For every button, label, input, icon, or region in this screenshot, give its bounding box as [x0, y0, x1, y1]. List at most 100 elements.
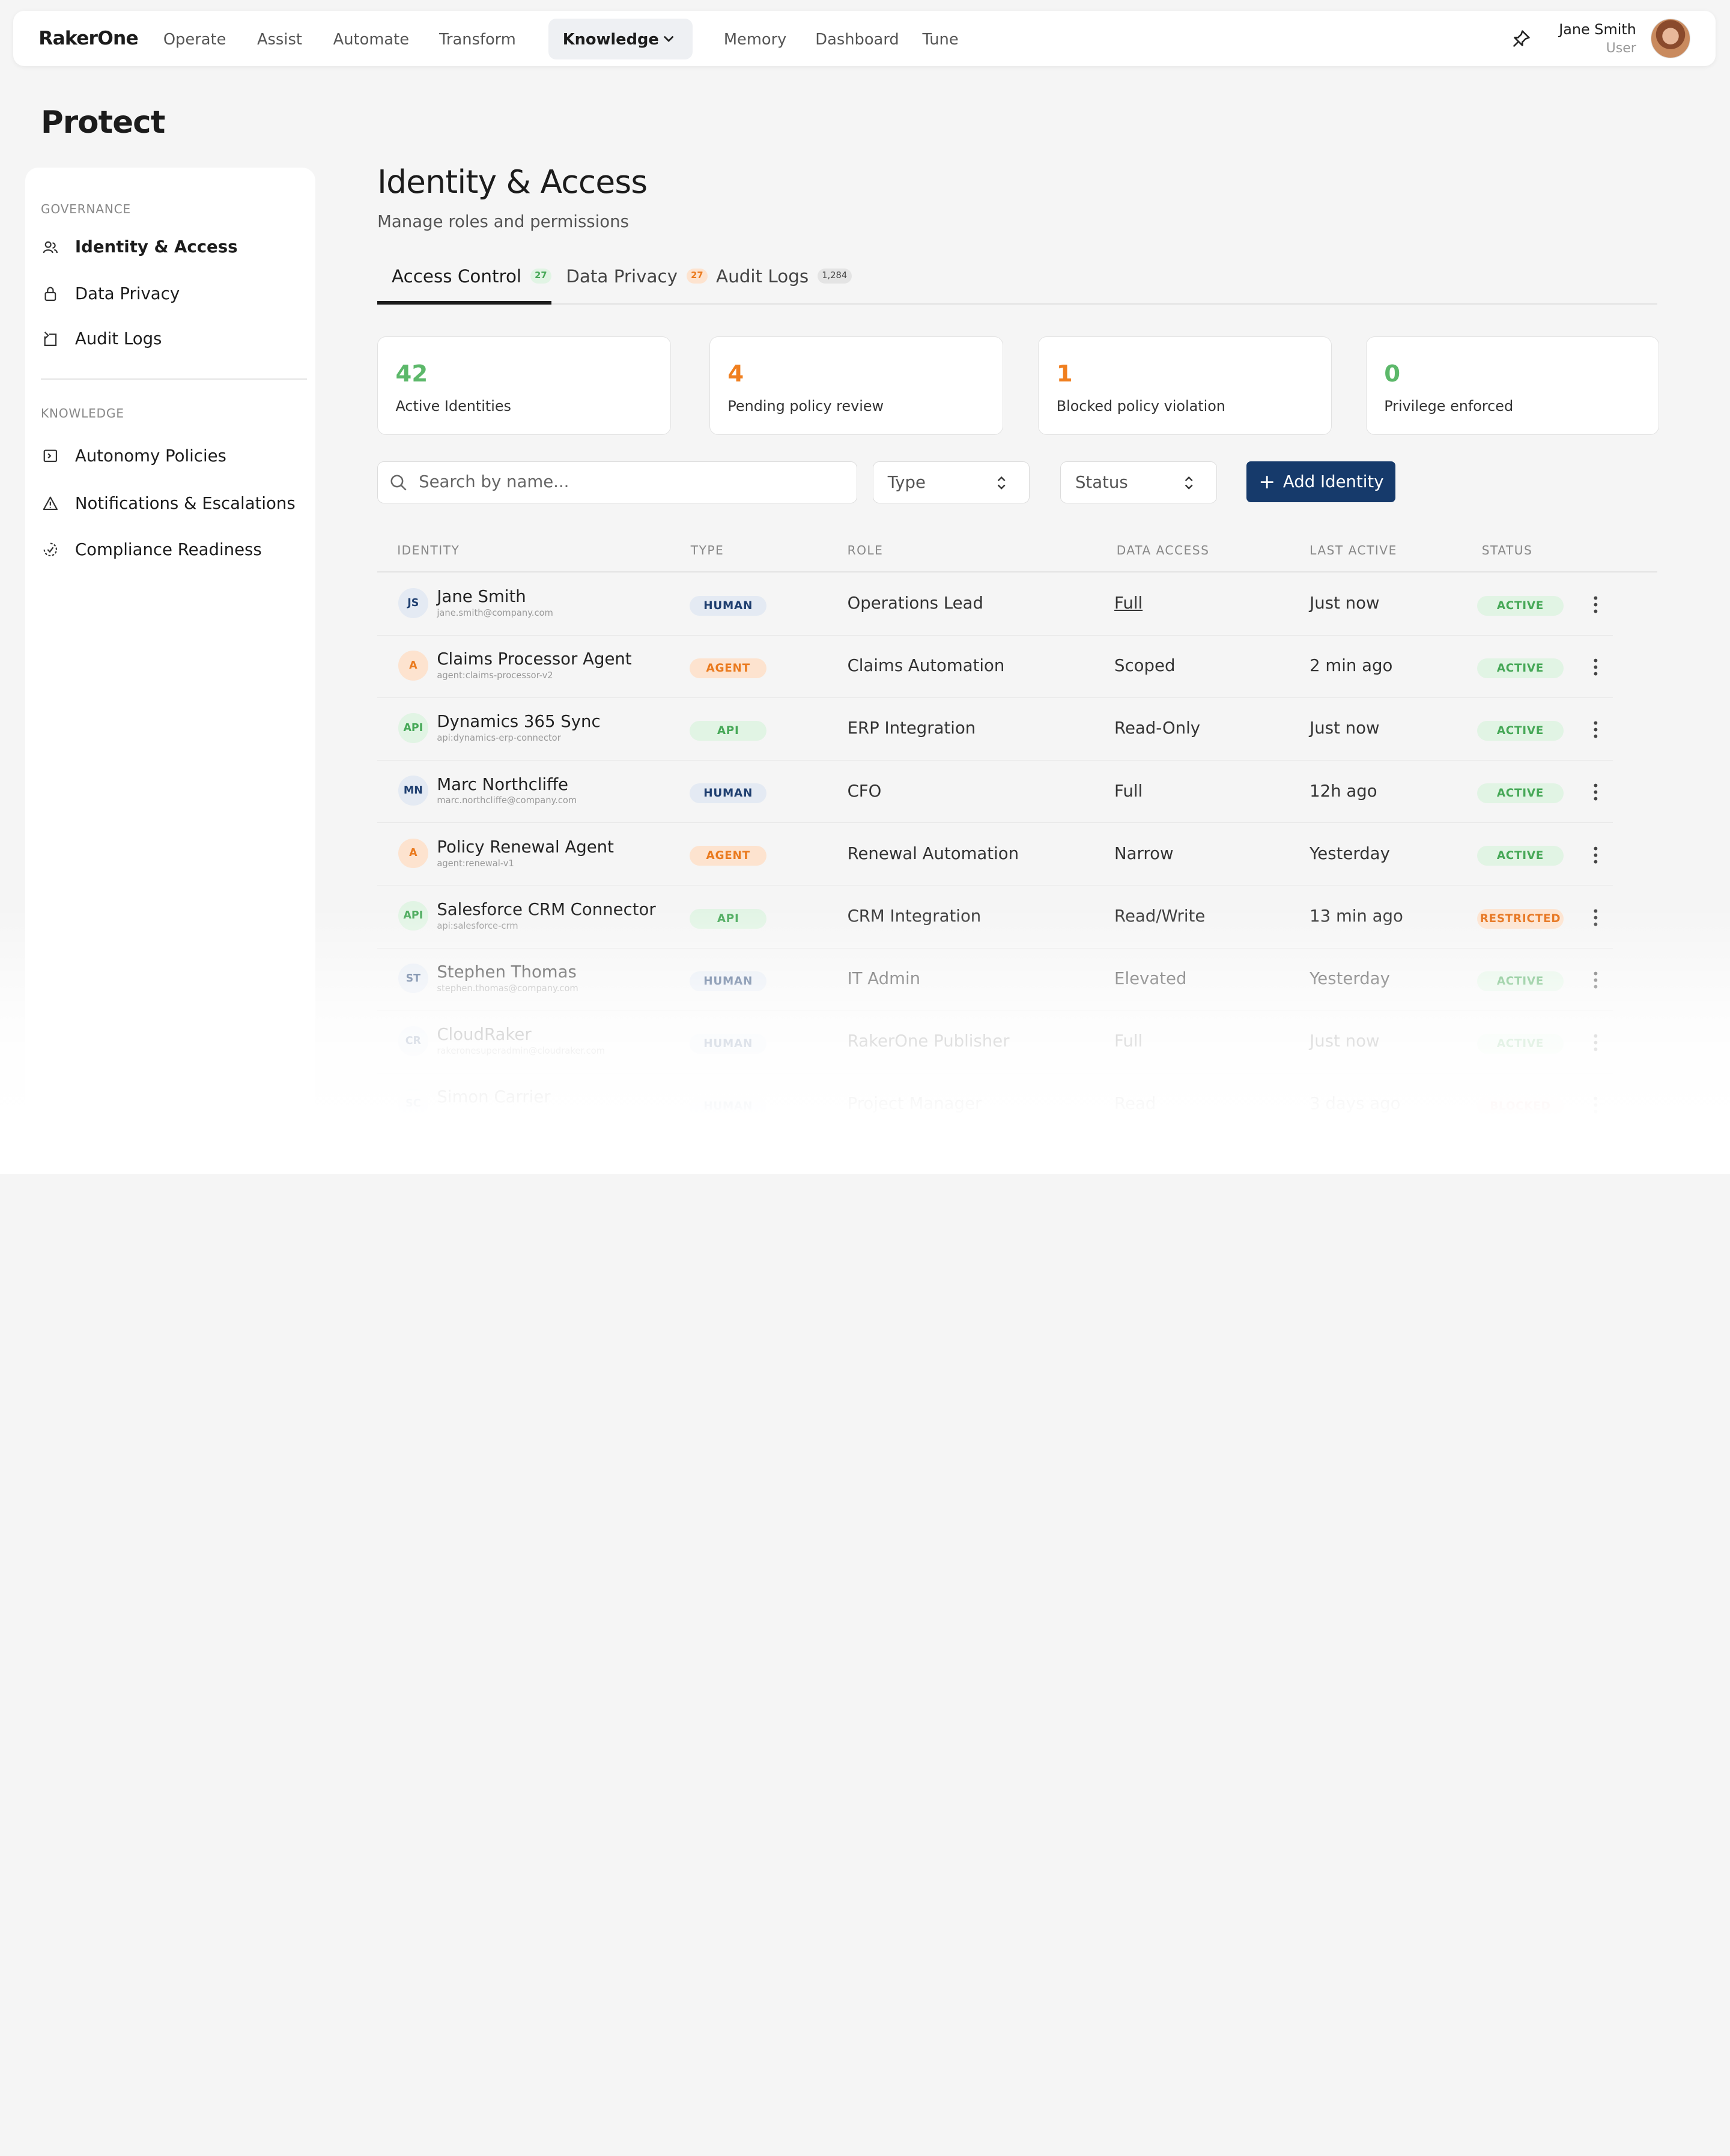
column-header-type[interactable]: TYPE	[690, 542, 724, 557]
identity-subtext: agent:claims-processor-v2	[437, 670, 553, 681]
tab-access-control[interactable]: Access Control 27	[392, 266, 551, 287]
active-tab-indicator	[377, 301, 552, 305]
more-options-icon[interactable]	[1591, 720, 1600, 739]
type-badge: HUMAN	[689, 1033, 767, 1054]
chevron-updown-icon	[1185, 476, 1193, 490]
status-badge: BLOCKED	[1477, 1096, 1564, 1116]
column-header-role[interactable]: ROLE	[847, 542, 884, 557]
table-row[interactable]: API Dynamics 365 Sync api:dynamics-erp-con…	[377, 698, 1613, 761]
tab-badge: 27	[686, 268, 708, 284]
data-access-cell: Full	[1114, 1031, 1143, 1051]
sidebar-item-label: Notifications & Escalations	[74, 493, 296, 513]
chevron-down-icon	[663, 35, 674, 42]
nav-item-dashboard[interactable]: Dashboard	[815, 31, 899, 49]
identity-subtext: stephen.thomas@company.com	[437, 983, 578, 994]
type-badge: HUMAN	[689, 595, 767, 616]
avatar[interactable]	[1650, 19, 1690, 59]
brand-logo[interactable]: RakerOne	[38, 27, 138, 49]
stat-value: 4	[727, 360, 744, 387]
more-options-icon[interactable]	[1591, 782, 1600, 802]
avatar: A	[398, 651, 428, 681]
sidebar-item-data-privacy[interactable]: Data Privacy	[41, 281, 180, 307]
search-box[interactable]	[377, 461, 858, 503]
table-row[interactable]: JS Jane Smith jane.smith@company.com HUMAN O…	[377, 572, 1613, 636]
identity-subtext: agent:renewal-v1	[437, 858, 514, 869]
pin-icon[interactable]	[1511, 29, 1531, 49]
identity-name[interactable]: Claims Processor Agent	[437, 649, 632, 669]
nav-item-memory[interactable]: Memory	[723, 31, 787, 49]
data-access-cell: Elevated	[1114, 968, 1187, 988]
column-header-identity[interactable]: IDENTITY	[397, 542, 460, 557]
avatar: API	[398, 900, 428, 931]
table-header-divider	[377, 571, 1657, 573]
identity-name[interactable]: Policy Renewal Agent	[437, 837, 614, 857]
nav-item-automate[interactable]: Automate	[333, 31, 410, 49]
type-badge: HUMAN	[689, 1096, 767, 1116]
identity-subtext: marc.northcliffe@company.com	[437, 795, 577, 806]
sidebar-item-label: Compliance Readiness	[74, 539, 262, 559]
type-badge: API	[689, 721, 767, 741]
role-cell: Project Manager	[847, 1094, 982, 1114]
identity-subtext: api:dynamics-erp-connector	[437, 733, 561, 744]
last-active-cell: Yesterday	[1310, 968, 1390, 988]
more-options-icon[interactable]	[1591, 657, 1600, 677]
table-row[interactable]: CR CloudRaker rakeronesuperadmin@cloudrake…	[377, 1010, 1613, 1073]
sidebar-item-autonomy-policies[interactable]: Autonomy Policies	[41, 443, 226, 469]
status-filter-label: Status	[1075, 473, 1128, 493]
more-options-icon[interactable]	[1591, 845, 1600, 865]
plus-icon: +	[1258, 470, 1276, 494]
tab-data-privacy[interactable]: Data Privacy 27	[566, 266, 708, 287]
more-options-icon[interactable]	[1591, 595, 1600, 615]
more-options-icon[interactable]	[1591, 970, 1600, 990]
avatar: API	[398, 713, 428, 743]
more-options-icon[interactable]	[1591, 908, 1600, 928]
data-access-cell: Read-Only	[1114, 718, 1201, 738]
type-filter-select[interactable]: Type	[872, 461, 1030, 503]
nav-item-transform[interactable]: Transform	[439, 31, 516, 49]
table-row[interactable]: A Policy Renewal Agent agent:renewal-v1 AGE…	[377, 823, 1613, 886]
nav-item-operate[interactable]: Operate	[163, 31, 226, 49]
add-identity-button[interactable]: + Add Identity	[1246, 461, 1396, 502]
data-access-cell[interactable]: Full	[1114, 594, 1143, 613]
nav-item-assist[interactable]: Assist	[256, 31, 302, 49]
last-active-cell: 3 days ago	[1310, 1094, 1401, 1114]
column-header-data-access[interactable]: DATA ACCESS	[1116, 542, 1210, 557]
sidebar-item-notifications[interactable]: Notifications & Escalations	[41, 490, 296, 516]
column-header-status[interactable]: STATUS	[1481, 542, 1533, 557]
last-active-cell: Just now	[1310, 594, 1380, 613]
sidebar-section-knowledge: KNOWLEDGE	[40, 405, 124, 421]
table-row[interactable]: SC Simon Carrier HUMAN Project Manager Read 3…	[377, 1073, 1613, 1137]
table-row[interactable]: API Salesforce CRM Connector api:salesforc…	[377, 885, 1613, 949]
table-row[interactable]: MN Marc Northcliffe marc.northcliffe@compa…	[377, 761, 1613, 824]
identity-name[interactable]: CloudRaker	[437, 1025, 532, 1045]
search-input[interactable]	[419, 470, 839, 493]
status-badge: ACTIVE	[1477, 846, 1564, 866]
tab-audit-logs[interactable]: Audit Logs 1,284	[716, 266, 852, 287]
identity-name[interactable]: Jane Smith	[437, 587, 526, 607]
table-row[interactable]: ST Stephen Thomas stephen.thomas@company.c…	[377, 948, 1613, 1011]
more-options-icon[interactable]	[1591, 1095, 1600, 1115]
sidebar-item-label: Autonomy Policies	[74, 446, 226, 466]
type-badge: HUMAN	[689, 783, 767, 804]
last-active-cell: 12h ago	[1310, 781, 1377, 801]
role-cell: CRM Integration	[847, 906, 982, 926]
sidebar-item-compliance-readiness[interactable]: Compliance Readiness	[41, 536, 262, 563]
status-filter-select[interactable]: Status	[1060, 461, 1217, 503]
identity-name[interactable]: Dynamics 365 Sync	[437, 712, 601, 732]
more-options-icon[interactable]	[1591, 1033, 1600, 1052]
identity-name[interactable]: Simon Carrier	[437, 1087, 551, 1107]
identity-name[interactable]: Salesforce CRM Connector	[437, 899, 656, 919]
type-badge: HUMAN	[689, 971, 767, 991]
table-row[interactable]: A Claims Processor Agent agent:claims-proc…	[377, 635, 1613, 699]
sidebar-item-audit-logs[interactable]: Audit Logs	[41, 326, 162, 352]
sidebar-item-identity-access[interactable]: Identity & Access	[41, 234, 238, 260]
identity-name[interactable]: Stephen Thomas	[437, 962, 577, 982]
nav-item-tune[interactable]: Tune	[922, 31, 959, 49]
tab-label: Access Control	[392, 266, 522, 287]
role-cell: ERP Integration	[847, 718, 976, 738]
role-cell: Renewal Automation	[847, 843, 1019, 863]
column-header-last-active[interactable]: LAST ACTIVE	[1310, 542, 1397, 557]
tab-badge: 1,284	[817, 268, 852, 284]
identity-name[interactable]: Marc Northcliffe	[437, 774, 569, 794]
nav-item-knowledge[interactable]: Knowledge	[548, 19, 693, 60]
